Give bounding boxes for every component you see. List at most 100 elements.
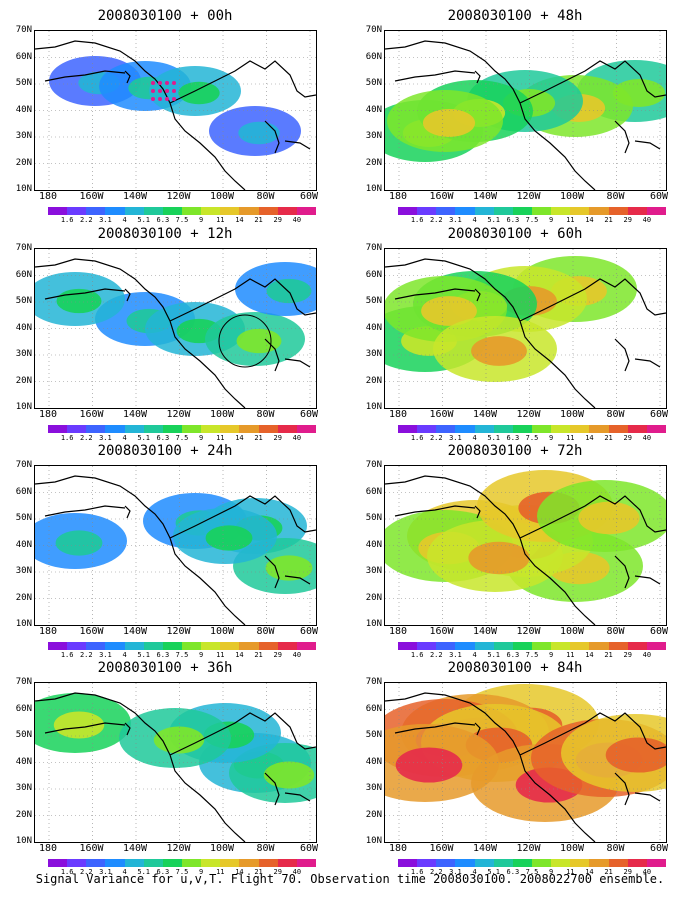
lon-label: 140W [122, 191, 148, 202]
coastline [35, 258, 316, 408]
lat-label: 10N [365, 402, 382, 412]
map-panel: 2008030100 + 60h 70N 60N 50N 40N 30N 20N 10N 180… [350, 226, 680, 444]
lon-label: 160W [429, 843, 454, 854]
lon-label: 160W [429, 191, 454, 202]
variance-core [178, 81, 220, 105]
observation-point [165, 89, 169, 93]
colorbar-level-label: 29 [623, 651, 632, 659]
colorbar-level-label: 21 [604, 434, 613, 442]
variance-core [55, 530, 103, 556]
colorbar-swatch [201, 642, 221, 650]
colorbar-swatch [220, 207, 240, 215]
lat-label: 50N [365, 296, 382, 306]
lat-label: 50N [365, 730, 382, 740]
colorbar-level-label: 21 [604, 651, 613, 659]
colorbar-swatch [277, 207, 297, 215]
coastline [385, 475, 666, 625]
colorbar-swatch [296, 425, 316, 433]
colorbar-swatch [398, 642, 418, 650]
colorbar-level-label: 3.1 [99, 651, 112, 659]
colorbar-level-label: 40 [292, 434, 302, 442]
lon-label: 180 [388, 191, 408, 202]
colorbar-level-label: 21 [254, 651, 263, 659]
colorbar-swatch [455, 425, 475, 433]
colorbar-level-label: 5.1 [487, 651, 501, 659]
colorbar-swatch [162, 425, 182, 433]
colorbar-swatch [570, 207, 590, 215]
panel-title: 2008030100 + 12h [97, 226, 233, 242]
lat-label: 10N [15, 184, 32, 194]
coastline [385, 40, 666, 190]
observation-point [165, 97, 169, 101]
colorbar-level-label: 29 [623, 216, 632, 224]
lat-label: 40N [15, 756, 32, 767]
colorbar-swatch [512, 207, 532, 215]
colorbar-level-label: 40 [642, 216, 652, 224]
colorbar-level-label: 40 [292, 651, 302, 659]
lat-label: 40N [365, 322, 382, 333]
colorbar-level-label: 1.6 [60, 651, 74, 659]
colorbar-swatch [589, 642, 609, 650]
lon-label: 100W [559, 626, 585, 637]
observation-point [172, 89, 176, 93]
coastline [385, 692, 666, 842]
colorbar-level-label: 2.2 [429, 868, 443, 876]
colorbar-swatch [239, 642, 259, 650]
map-frame [384, 248, 667, 409]
lon-label: 180 [38, 191, 58, 202]
variance-map [385, 683, 666, 842]
colorbar-level-label: 1.6 [410, 216, 424, 224]
lat-label: 20N [365, 157, 382, 168]
colorbar-level-label: 21 [604, 216, 613, 224]
map-panel: 2008030100 + 12h 70N 60N 50N 40N 30N 20N 10N 180… [0, 226, 330, 444]
colorbar-swatch [220, 425, 240, 433]
variance-map [385, 31, 666, 190]
lon-label: 100W [559, 843, 585, 854]
observation-point [158, 89, 162, 93]
colorbar-level-label: 9 [199, 651, 204, 659]
colorbar-level-label: 29 [273, 216, 282, 224]
colorbar-swatch [105, 207, 125, 215]
colorbar-level-label: 1.6 [60, 868, 74, 876]
colorbar-swatch [570, 859, 590, 867]
colorbar-level-label: 7.5 [175, 868, 189, 876]
variance-core [56, 288, 102, 314]
lat-label: 30N [365, 349, 382, 359]
colorbar-swatch [181, 207, 202, 215]
colorbar-level-label: 5.1 [137, 434, 151, 442]
variance-map [35, 683, 316, 842]
colorbar-swatch [398, 859, 418, 867]
colorbar-level-label: 3.1 [99, 216, 112, 224]
colorbar-swatch [493, 859, 513, 867]
colorbar-level-label: 2.2 [429, 434, 443, 442]
colorbar-swatch [296, 642, 316, 650]
colorbar-swatch [627, 859, 647, 867]
colorbar-swatch [531, 207, 552, 215]
colorbar-swatch [570, 425, 590, 433]
colorbar-swatch [474, 207, 494, 215]
map-frame [384, 465, 667, 626]
colorbar-swatch [493, 642, 513, 650]
lat-label: 60N [365, 51, 382, 62]
colorbar-swatch [258, 642, 278, 650]
lon-label: 80W [256, 409, 275, 420]
lon-label: 80W [256, 843, 275, 854]
coastline [35, 475, 316, 625]
lon-label: 180 [38, 843, 58, 854]
figure-caption: Signal Variance for u,v,T. Flight 70. Ob… [35, 872, 665, 886]
lat-label: 40N [15, 104, 32, 115]
colorbar-swatch [646, 642, 666, 650]
lon-label: 120W [516, 191, 541, 202]
colorbar-swatch [277, 425, 297, 433]
lon-label: 60W [649, 409, 669, 420]
colorbar-swatch [474, 425, 494, 433]
colorbar-swatch [646, 425, 666, 433]
variance-core [422, 109, 476, 137]
colorbar-level-label: 4 [472, 216, 477, 224]
colorbar-level-label: 11 [216, 216, 225, 224]
colorbar-swatch [627, 207, 647, 215]
colorbar-level-label: 29 [273, 651, 282, 659]
lon-label: 100W [209, 843, 235, 854]
colorbar-swatch [512, 425, 532, 433]
lon-label: 140W [122, 626, 148, 637]
